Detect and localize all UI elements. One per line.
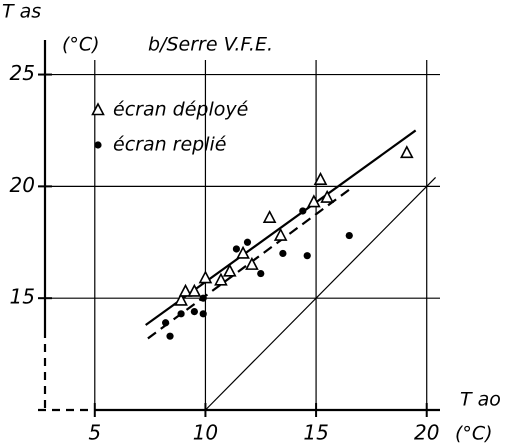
- dot-marker: [190, 308, 198, 316]
- dot-marker: [199, 294, 207, 302]
- y-tick-label: 25: [10, 61, 35, 85]
- dot-marker: [232, 245, 241, 253]
- y-tick-label: 20: [10, 173, 35, 197]
- dot-marker: [243, 238, 252, 246]
- legend-label: écran replié: [113, 134, 226, 156]
- triangle-marker: [174, 292, 188, 306]
- dot-marker: [279, 249, 287, 258]
- chart-title: b/Serre V.F.E.: [148, 34, 273, 56]
- triangle-marker: [273, 227, 288, 241]
- dot-marker: [177, 310, 185, 318]
- trend-line: [147, 185, 355, 340]
- y-tick-label: 15: [10, 285, 35, 309]
- dot-marker: [257, 269, 265, 278]
- triangle-marker: [91, 102, 105, 116]
- triangle-marker: [245, 256, 259, 270]
- triangle-marker: [214, 272, 228, 286]
- triangle-marker: [198, 270, 213, 284]
- triangle-marker: [222, 263, 237, 277]
- triangle-marker: [399, 145, 414, 159]
- dot-marker: [345, 231, 353, 240]
- triangle-marker: [236, 245, 250, 259]
- dot-marker: [162, 319, 170, 327]
- dot-marker: [199, 310, 207, 318]
- x-label: T ao: [460, 389, 501, 411]
- dot-marker: [94, 141, 102, 149]
- y-label: T as: [2, 1, 41, 23]
- triangle-marker: [320, 189, 334, 203]
- dot-marker: [166, 332, 174, 340]
- dot-marker: [299, 207, 307, 215]
- x-tick-label: 5: [88, 421, 101, 445]
- x-tick-label: 15: [303, 421, 328, 445]
- y-unit: (°C): [62, 34, 100, 56]
- triangle-marker: [178, 283, 193, 297]
- dot-marker: [303, 252, 311, 260]
- legend-label: écran déployé: [113, 99, 248, 121]
- triangle-marker: [262, 209, 277, 223]
- x-unit: (°C): [455, 423, 493, 445]
- trend-line: [205, 176, 437, 411]
- x-tick-label: 20: [414, 421, 439, 445]
- triangle-marker: [307, 194, 321, 208]
- triangle-marker: [313, 171, 328, 185]
- triangle-marker: [187, 283, 202, 297]
- x-tick-label: 10: [193, 421, 218, 445]
